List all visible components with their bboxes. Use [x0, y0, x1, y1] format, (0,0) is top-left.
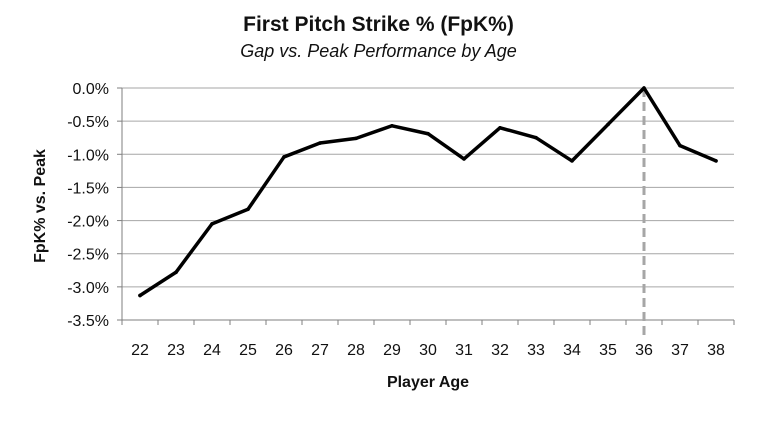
y-axis-title: FpK% vs. Peak [32, 149, 49, 263]
data-point [678, 143, 682, 148]
x-tick-label: 35 [599, 342, 617, 359]
x-tick-label: 32 [491, 342, 509, 359]
x-tick-label: 30 [419, 342, 437, 359]
y-tick-label: -3.5% [67, 313, 109, 330]
x-tick-label: 38 [707, 342, 725, 359]
data-point [138, 293, 142, 298]
x-axis-title: Player Age [387, 374, 469, 391]
data-point [210, 222, 214, 226]
x-tick-label: 31 [455, 342, 473, 359]
data-point [318, 141, 322, 145]
y-tick-label: -2.0% [67, 214, 109, 231]
x-tick-label: 26 [275, 342, 293, 359]
data-point [498, 125, 502, 130]
data-point [426, 131, 430, 136]
x-tick-label: 28 [347, 342, 365, 359]
x-tick-label: 24 [203, 342, 221, 359]
y-tick-label: -0.5% [67, 114, 109, 131]
x-tick-label: 27 [311, 342, 329, 359]
data-series-line [138, 86, 718, 298]
data-point [462, 157, 466, 161]
data-point [354, 136, 358, 141]
data-point [570, 159, 574, 163]
y-tick-label: -1.5% [67, 180, 109, 197]
y-tick-label: -2.5% [67, 247, 109, 264]
data-point [246, 207, 250, 212]
x-tick-label: 29 [383, 342, 401, 359]
data-point [390, 123, 394, 128]
chart-title: First Pitch Strike % (FpK%) [243, 13, 514, 36]
y-tick-label: 0.0% [73, 81, 109, 98]
data-point [642, 86, 646, 90]
data-point [714, 159, 718, 163]
data-point [174, 270, 178, 275]
data-point [534, 135, 538, 140]
chart-subtitle: Gap vs. Peak Performance by Age [240, 41, 517, 61]
x-tick-label: 22 [131, 342, 149, 359]
x-tick-label: 37 [671, 342, 689, 359]
x-tick-label: 36 [635, 342, 653, 359]
y-tick-label: -3.0% [67, 280, 109, 297]
data-point [282, 155, 286, 159]
x-tick-label: 23 [167, 342, 185, 359]
x-tick-label: 33 [527, 342, 545, 359]
x-tick-label: 25 [239, 342, 257, 359]
data-point [606, 122, 610, 127]
y-tick-label: -1.0% [67, 147, 109, 164]
x-tick-label: 34 [563, 342, 581, 359]
